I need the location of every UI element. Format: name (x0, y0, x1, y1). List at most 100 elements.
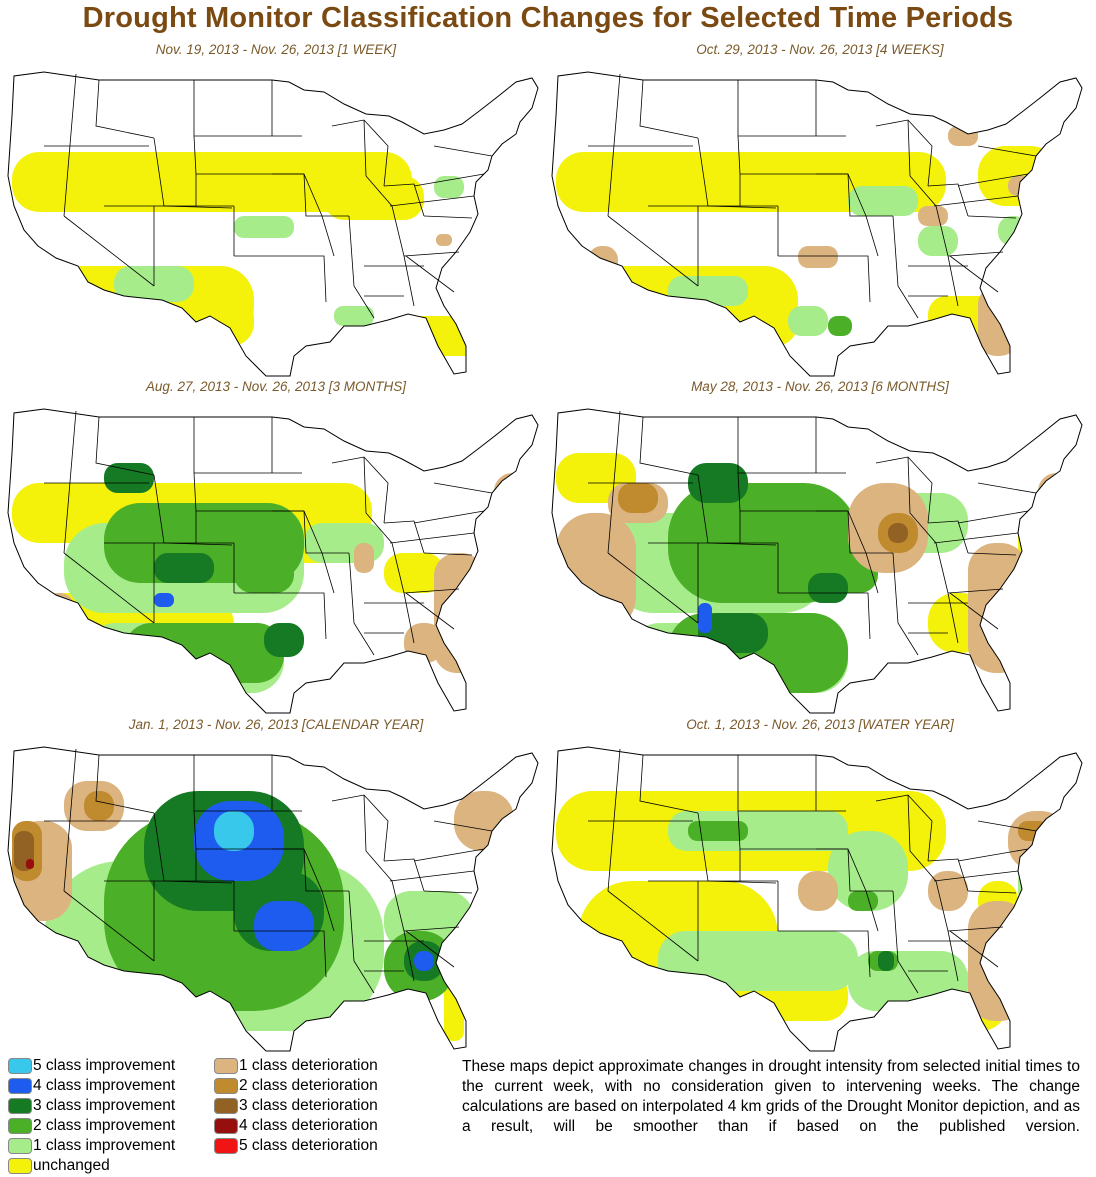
state-boundary (234, 930, 327, 978)
state-boundary (607, 552, 699, 624)
us-outline (551, 746, 1083, 1052)
legend-swatch (214, 1077, 238, 1094)
change-region-improve4 (698, 603, 712, 633)
change-region-improve2 (848, 891, 878, 911)
change-region-improve3 (878, 951, 894, 971)
state-boundary (927, 858, 969, 892)
change-region-improve4 (154, 593, 174, 607)
change-region-improve3 (688, 463, 748, 503)
legend-item: unchanged (8, 1156, 110, 1175)
state-boundary (607, 748, 621, 892)
legend-swatch (214, 1137, 238, 1154)
change-region-improve1 (668, 276, 748, 306)
state-boundary (321, 215, 335, 257)
state-boundary (957, 510, 1029, 524)
state-boundary (348, 890, 375, 994)
state-boundary (234, 255, 327, 303)
change-region-improve2 (828, 316, 852, 336)
change-region-improve1 (234, 216, 294, 238)
change-region-improve4 (414, 951, 434, 971)
us-outline (551, 71, 1083, 377)
us-drought-change-map (7, 71, 539, 377)
state-boundary (875, 794, 933, 862)
state-boundary (957, 848, 1029, 862)
state-boundary (63, 410, 77, 554)
state-boundary (433, 820, 493, 832)
change-region-improve2 (688, 821, 748, 841)
state-boundary (933, 532, 1019, 544)
change-region-unchanged (12, 152, 412, 212)
state-boundary (433, 145, 493, 157)
state-boundary (303, 173, 349, 217)
legend-label: 3 class deterioration (239, 1096, 378, 1114)
change-region-improve3 (154, 553, 214, 583)
state-boundary (321, 552, 335, 594)
map-panel-1-week: Nov. 19, 2013 - Nov. 26, 2013 [1 WEEK] (4, 42, 548, 382)
state-boundary (949, 930, 999, 968)
page-title: Drought Monitor Classification Changes f… (82, 2, 1014, 34)
panel-title: Aug. 27, 2013 - Nov. 26, 2013 [3 MONTHS] (145, 379, 407, 394)
change-region-improve3 (104, 463, 154, 493)
change-region-improve1 (998, 216, 1028, 246)
state-boundary (389, 195, 475, 207)
change-region-improve1 (658, 931, 858, 991)
us-drought-change-map (551, 408, 1083, 714)
state-boundary (967, 215, 1017, 219)
change-region-deteriorate4 (26, 859, 34, 869)
state-boundary (331, 119, 389, 187)
legend-label: 5 class deterioration (239, 1136, 378, 1154)
legend-swatch (214, 1057, 238, 1074)
state-boundary (63, 215, 155, 287)
state-boundary (949, 592, 999, 630)
state-boundary (303, 848, 349, 892)
legend-item: 5 class improvement (8, 1056, 175, 1075)
state-boundary (875, 456, 933, 524)
us-drought-change-map (551, 746, 1083, 1052)
change-region-deteriorate1 (434, 553, 484, 673)
change-region-improve3 (808, 573, 848, 603)
change-region-improve2 (234, 553, 294, 593)
panel-title: May 28, 2013 - Nov. 26, 2013 [6 MONTHS] (691, 379, 949, 394)
state-boundary (405, 255, 455, 293)
legend-swatch (8, 1137, 32, 1154)
change-region-improve4 (254, 901, 314, 951)
map-panel-6-months: May 28, 2013 - Nov. 26, 2013 [6 MONTHS] (548, 379, 1092, 719)
panel-title: Oct. 1, 2013 - Nov. 26, 2013 [WATER YEAR… (686, 717, 954, 732)
legend-label: 4 class improvement (33, 1076, 176, 1094)
state-boundary (403, 926, 460, 932)
legend-label: 5 class improvement (33, 1056, 176, 1074)
map-panel-water-year: Oct. 1, 2013 - Nov. 26, 2013 [WATER YEAR… (548, 717, 1092, 1057)
state-boundary (607, 410, 621, 554)
state-boundary (947, 926, 1004, 932)
legend-item: 1 class improvement (8, 1136, 175, 1155)
change-region-improve1 (454, 603, 494, 643)
legend-item: 5 class deterioration (214, 1136, 378, 1155)
legend-swatch (8, 1077, 32, 1094)
state-boundary (607, 890, 699, 962)
state-boundary (847, 510, 893, 554)
state-boundary (977, 820, 1037, 832)
panel-title: Nov. 19, 2013 - Nov. 26, 2013 [1 WEEK] (155, 42, 397, 57)
state-boundary (63, 748, 77, 892)
change-region-unchanged (12, 951, 52, 1021)
state-boundary (383, 183, 425, 217)
change-region-deteriorate2 (1018, 821, 1048, 841)
state-boundary (607, 73, 621, 217)
state-boundary (413, 510, 485, 524)
change-region-deteriorate1 (44, 593, 74, 623)
change-region-deteriorate1 (556, 513, 636, 633)
legend-label: 3 class improvement (33, 1096, 176, 1114)
us-outline (7, 408, 539, 714)
legend-label: 1 class deterioration (239, 1056, 378, 1074)
state-boundary (875, 119, 933, 187)
change-region-improve1 (848, 951, 968, 1011)
us-drought-change-map (7, 746, 539, 1052)
legend-swatch (8, 1097, 32, 1114)
state-boundary (933, 195, 1019, 207)
map-panel-3-months: Aug. 27, 2013 - Nov. 26, 2013 [3 MONTHS] (4, 379, 548, 719)
state-boundary (977, 482, 1037, 494)
change-region-deteriorate1 (918, 206, 948, 226)
state-boundary (778, 592, 871, 640)
legend-swatch (8, 1117, 32, 1134)
legend-swatch (8, 1157, 32, 1174)
